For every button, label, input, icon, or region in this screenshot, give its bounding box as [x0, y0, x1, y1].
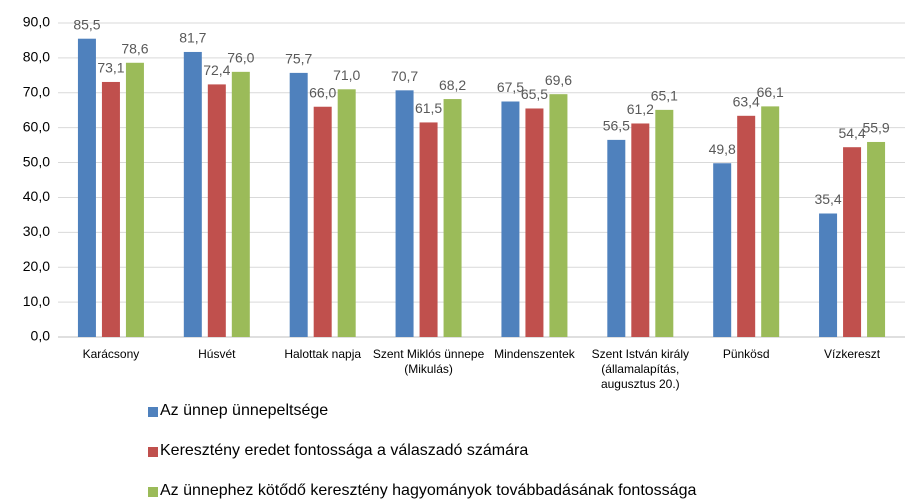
bar — [819, 213, 838, 337]
data-label: 73,1 — [97, 60, 124, 76]
legend-swatch — [148, 447, 158, 457]
data-label: 85,5 — [73, 16, 100, 32]
y-tick-label: 0,0 — [31, 328, 51, 344]
data-label: 76,0 — [227, 50, 254, 66]
data-label: 81,7 — [179, 30, 206, 46]
x-tick-label: Karácsony — [82, 347, 140, 361]
legend-label: Keresztény eredet fontossága a válaszadó… — [160, 442, 529, 459]
bar — [631, 123, 650, 337]
data-label: 72,4 — [203, 62, 230, 78]
bar — [231, 71, 250, 337]
bar — [289, 72, 308, 337]
x-tick-label: Húsvét — [198, 347, 236, 361]
data-label: 66,0 — [309, 84, 336, 100]
bar — [395, 90, 414, 337]
legend-swatch — [148, 407, 158, 417]
data-label: 63,4 — [733, 94, 760, 110]
x-tick-label: Halottak napja — [284, 347, 362, 361]
data-label: 69,6 — [545, 72, 572, 88]
bar — [443, 99, 462, 338]
y-tick-label: 60,0 — [23, 118, 50, 134]
bar — [525, 108, 544, 337]
bar — [607, 139, 626, 337]
bar — [549, 94, 568, 337]
data-label: 65,1 — [651, 88, 678, 104]
y-tick-label: 90,0 — [23, 14, 50, 30]
data-label: 67,5 — [497, 79, 524, 95]
bar — [313, 106, 332, 337]
data-label: 54,4 — [838, 125, 865, 141]
bar — [125, 62, 144, 337]
bar — [419, 122, 438, 337]
x-tick-label: Mindenszentek — [494, 347, 575, 361]
bar — [737, 115, 756, 337]
legend-label: Az ünnephez kötődő keresztény hagyományo… — [160, 482, 697, 499]
data-label: 70,7 — [391, 68, 418, 84]
bar — [101, 81, 120, 337]
data-label: 66,1 — [757, 84, 784, 100]
bar — [337, 89, 356, 338]
bar — [77, 38, 96, 337]
x-tick-label: Szent István király (államalapítás, augu… — [591, 347, 689, 391]
legend-swatch — [148, 487, 158, 497]
bar — [713, 163, 732, 337]
y-tick-label: 70,0 — [23, 83, 50, 99]
data-label: 61,5 — [415, 100, 442, 116]
bar — [501, 101, 520, 337]
data-label: 35,4 — [814, 191, 841, 207]
bar — [843, 147, 862, 337]
data-label: 55,9 — [862, 120, 889, 136]
data-label: 56,5 — [603, 118, 630, 134]
bar — [761, 106, 780, 337]
x-tick-label: Szent Miklós ünnepe (Mikulás) — [372, 347, 485, 376]
y-tick-label: 30,0 — [23, 223, 50, 239]
data-label: 65,5 — [521, 86, 548, 102]
y-tick-label: 40,0 — [23, 188, 50, 204]
data-label: 75,7 — [285, 51, 312, 67]
y-tick-label: 50,0 — [23, 153, 50, 169]
data-label: 68,2 — [439, 77, 466, 93]
bar — [207, 84, 226, 337]
data-label: 49,8 — [709, 141, 736, 157]
bar — [867, 141, 886, 337]
legend-label: Az ünnep ünnepeltsége — [160, 402, 329, 419]
y-tick-label: 20,0 — [23, 258, 50, 274]
y-tick-label: 10,0 — [23, 293, 50, 309]
y-tick-label: 80,0 — [23, 49, 50, 65]
data-label: 78,6 — [121, 40, 148, 56]
x-tick-label: Pünkösd — [722, 347, 770, 361]
bar — [183, 51, 202, 338]
x-tick-label: Vízkereszt — [824, 347, 881, 361]
bar — [655, 109, 674, 337]
data-label: 61,2 — [627, 101, 654, 117]
data-label: 71,0 — [333, 67, 360, 83]
